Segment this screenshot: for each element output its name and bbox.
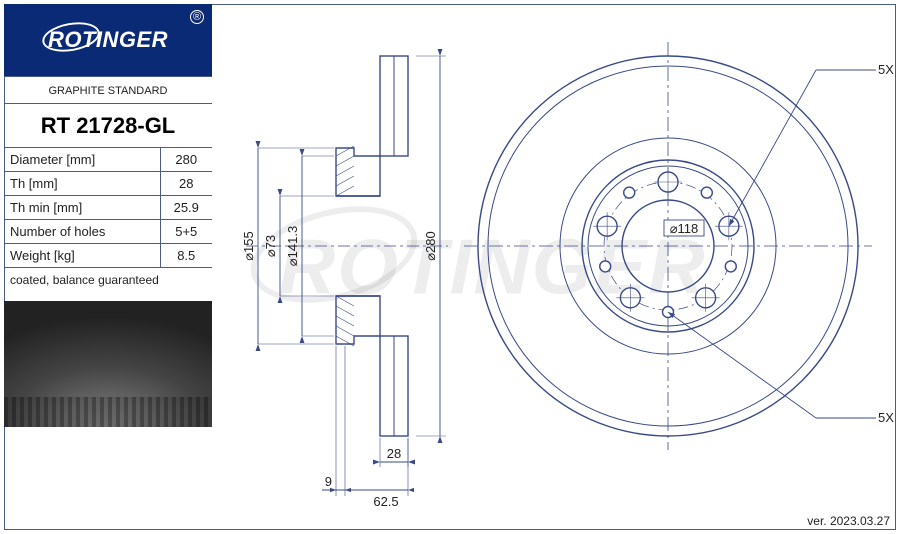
svg-text:9: 9 <box>325 474 332 489</box>
part-number: RT 21728-GL <box>4 104 212 148</box>
spec-label: Th [mm] <box>4 172 160 196</box>
brand-text: ROTINGER <box>48 27 168 52</box>
registered-mark-icon: ® <box>190 10 204 24</box>
spec-label: Diameter [mm] <box>4 148 160 172</box>
spec-row: Th [mm]28 <box>4 172 212 196</box>
svg-text:⌀280: ⌀280 <box>423 231 438 261</box>
svg-text:62.5: 62.5 <box>373 494 398 506</box>
svg-text:28: 28 <box>387 446 401 461</box>
version-label: ver. 2023.03.27 <box>807 514 890 528</box>
svg-text:5X⌀15.5: 5X⌀15.5 <box>878 62 894 77</box>
spec-value: 25.9 <box>160 196 212 220</box>
footnote: coated, balance guaranteed <box>4 268 212 301</box>
info-panel: ROTINGER ® GRAPHITE STANDARD RT 21728-GL… <box>4 4 212 427</box>
spec-label: Weight [kg] <box>4 244 160 268</box>
spec-row: Diameter [mm]280 <box>4 148 212 172</box>
svg-text:⌀118: ⌀118 <box>670 221 699 236</box>
svg-text:⌀155: ⌀155 <box>241 231 256 261</box>
spec-value: 280 <box>160 148 212 172</box>
product-thumbnail <box>4 301 212 427</box>
spec-row: Number of holes5+5 <box>4 220 212 244</box>
series-subtitle: GRAPHITE STANDARD <box>4 76 212 104</box>
spec-row: Th min [mm]25.9 <box>4 196 212 220</box>
spec-value: 8.5 <box>160 244 212 268</box>
spec-row: Weight [kg]8.5 <box>4 244 212 268</box>
spec-value: 28 <box>160 172 212 196</box>
brand-logo: ROTINGER ® <box>4 4 212 76</box>
spec-table: Diameter [mm]280Th [mm]28Th min [mm]25.9… <box>4 148 212 268</box>
technical-drawing: ⌀155 ⌀73 ⌀141.3 ⌀280 28 9 62.5 ⌀118 5X⌀15.5 5X⌀8.… <box>216 6 894 506</box>
spec-label: Th min [mm] <box>4 196 160 220</box>
brand-name: ROTINGER <box>48 27 168 53</box>
svg-text:⌀141.3: ⌀141.3 <box>285 226 300 266</box>
svg-text:⌀73: ⌀73 <box>263 235 278 257</box>
svg-text:5X⌀8.6: 5X⌀8.6 <box>878 410 894 425</box>
drawing-svg: ⌀155 ⌀73 ⌀141.3 ⌀280 28 9 62.5 ⌀118 5X⌀15.5 5X⌀8.… <box>216 6 894 506</box>
spec-value: 5+5 <box>160 220 212 244</box>
spec-label: Number of holes <box>4 220 160 244</box>
